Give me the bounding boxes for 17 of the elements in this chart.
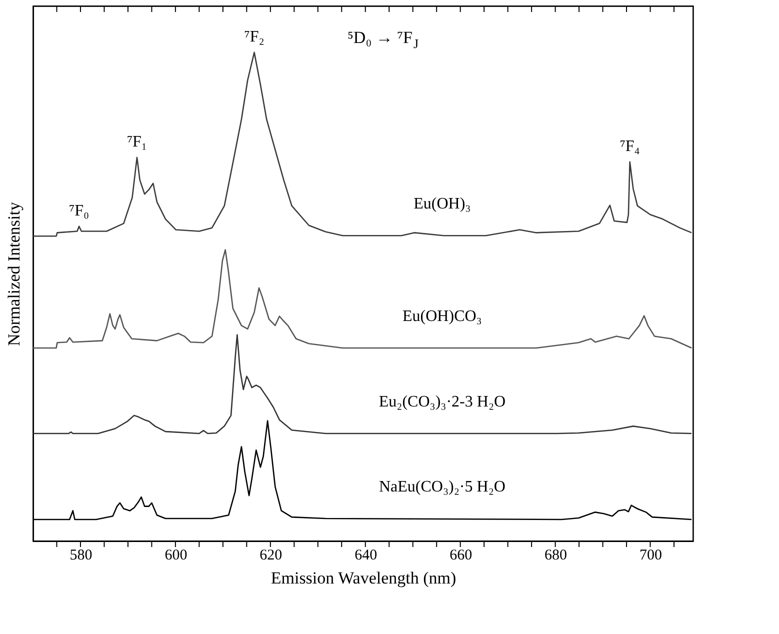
annotation: ⁷F₂ [244, 28, 264, 46]
series-label: Eu(OH)₃ [414, 196, 471, 213]
x-tick-label: 640 [354, 548, 378, 564]
x-axis-title: Emission Wavelength (nm) [270, 568, 456, 588]
series-label: Eu(OH)CO₃ [402, 308, 482, 325]
series-label: Eu₂(CO₃)₃·2-3 H₂O [378, 393, 506, 410]
x-tick-label: 700 [640, 548, 662, 564]
x-tick-label: 660 [450, 548, 472, 564]
annotation: ⁷F₀ [69, 202, 90, 220]
x-tick-label: 680 [544, 548, 568, 564]
series-label: NaEu(CO₃)₂·5 H₂O [378, 478, 506, 496]
x-tick-label: 620 [260, 548, 282, 564]
annotation: ⁷F₄ [620, 138, 640, 155]
annotation: ⁷F₁ [126, 133, 148, 150]
x-tick-label: 580 [70, 548, 92, 564]
y-axis-title: Normalized Intensity [4, 202, 24, 346]
x-tick-label: 600 [164, 548, 188, 564]
